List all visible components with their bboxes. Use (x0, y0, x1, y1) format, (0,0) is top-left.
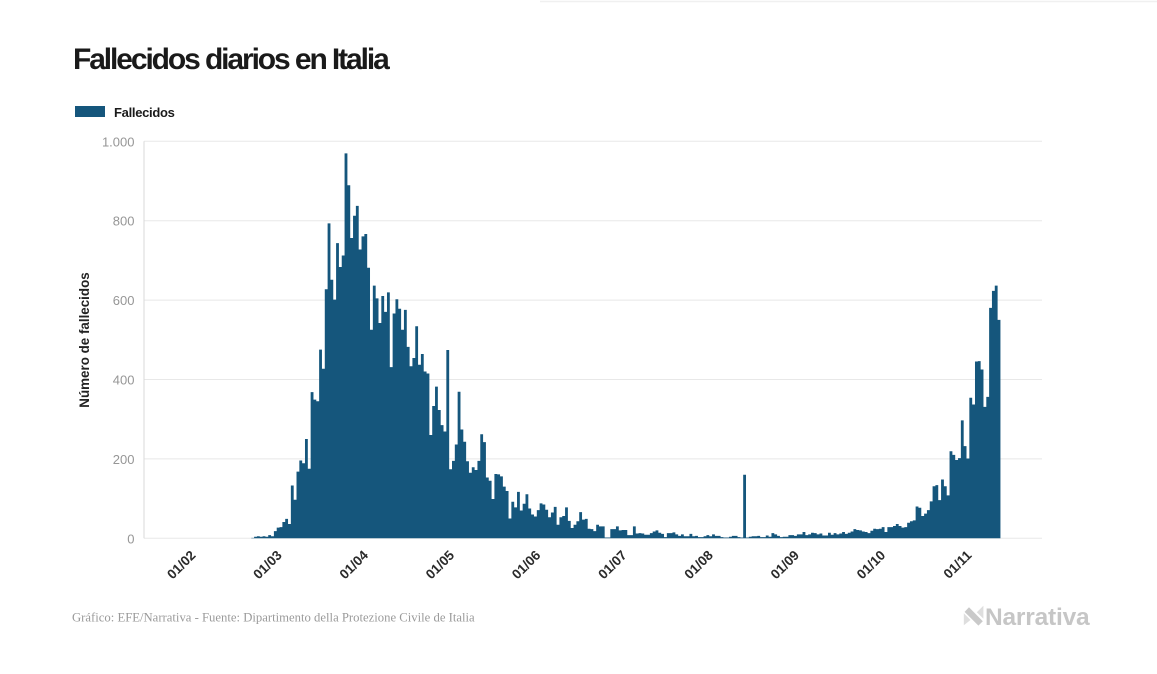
svg-text:Número de fallecidos: Número de fallecidos (77, 272, 92, 407)
svg-text:Gráfico: EFE/Narrativa - Fuent: Gráfico: EFE/Narrativa - Fuente: Diparti… (72, 611, 475, 625)
svg-text:0: 0 (127, 531, 134, 546)
svg-text:800: 800 (113, 214, 135, 229)
svg-text:Fallecidos diarios en Italia: Fallecidos diarios en Italia (73, 43, 390, 76)
svg-text:200: 200 (113, 452, 135, 467)
svg-text:400: 400 (113, 373, 135, 388)
svg-text:Narrativa: Narrativa (985, 604, 1090, 631)
svg-text:1.000: 1.000 (102, 134, 135, 149)
svg-text:Fallecidos: Fallecidos (114, 105, 175, 120)
svg-text:600: 600 (113, 293, 135, 308)
